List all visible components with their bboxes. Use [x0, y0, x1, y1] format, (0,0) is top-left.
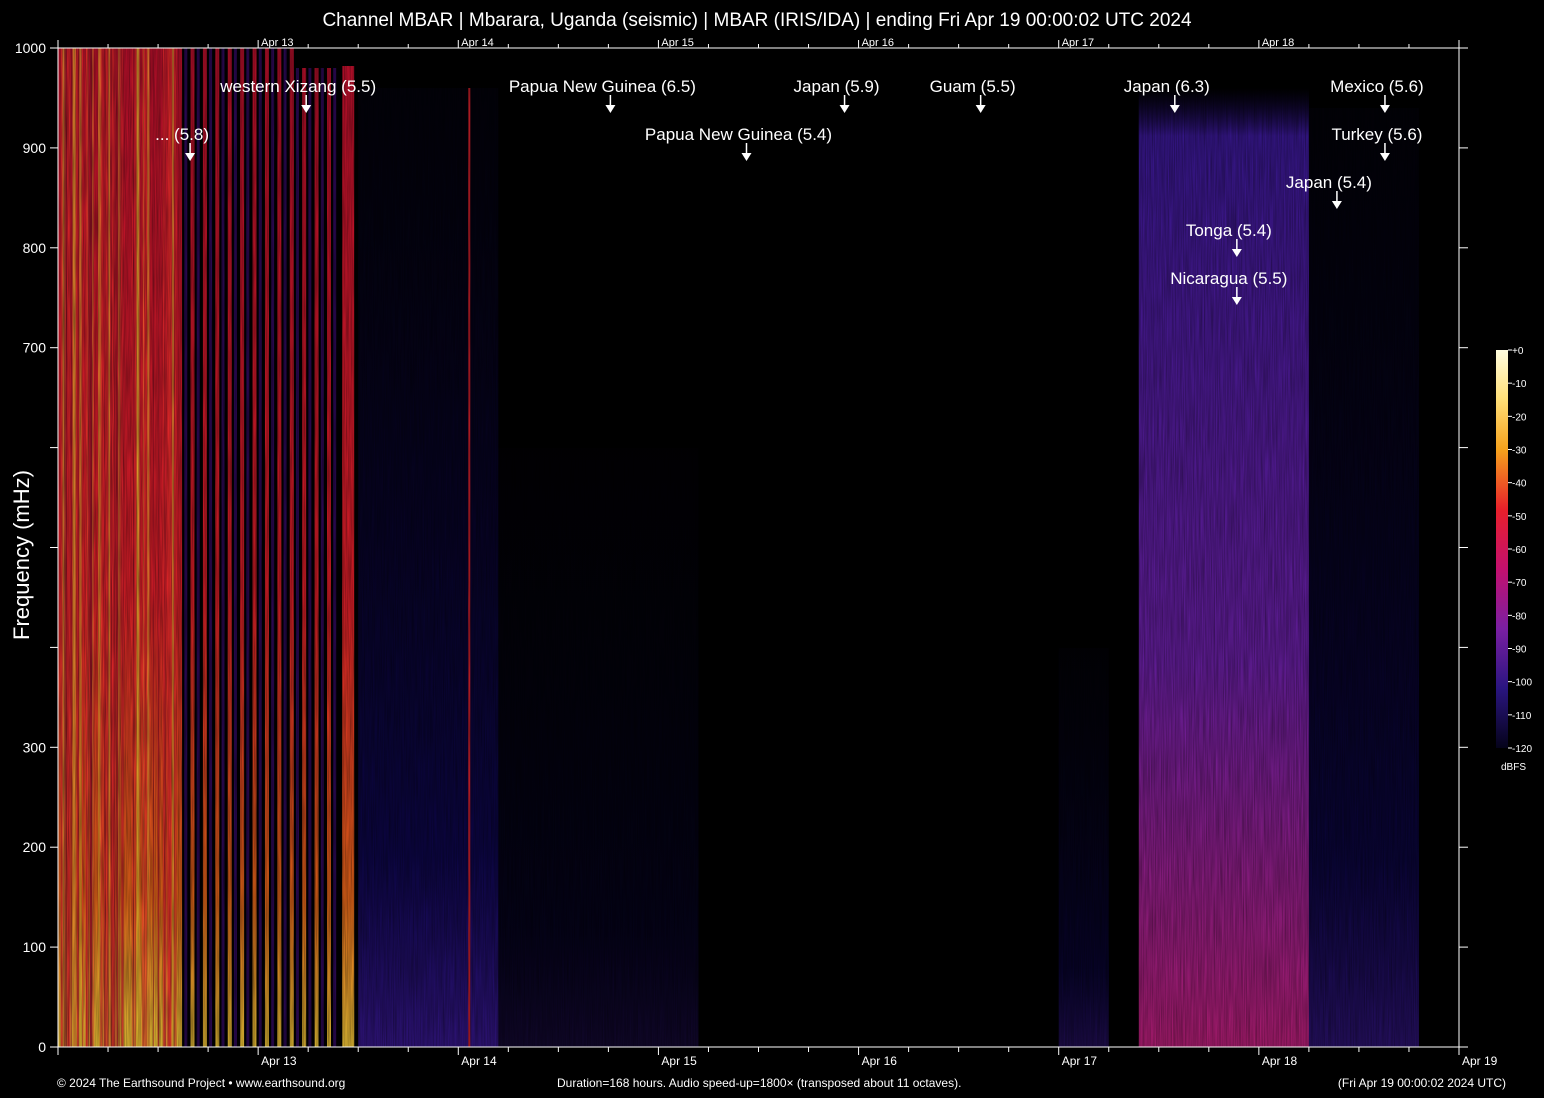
event-label: Nicaragua (5.5) — [1170, 269, 1287, 288]
x-tick-label: Apr 13 — [261, 1054, 297, 1068]
spectrogram-heatmap — [58, 48, 1459, 1047]
y-tick-label: 100 — [23, 939, 47, 955]
event-label: Papua New Guinea (6.5) — [509, 77, 696, 96]
colorbar-tick-label: -50 — [1512, 512, 1527, 523]
event-label: Papua New Guinea (5.4) — [645, 125, 832, 144]
event-label: Tonga (5.4) — [1186, 221, 1272, 240]
x-tick-label: Apr 15 — [661, 1054, 697, 1068]
footer-duration: Duration=168 hours. Audio speed-up=1800×… — [557, 1076, 962, 1090]
event-arrow-head — [839, 105, 850, 113]
event-arrow-head — [975, 105, 986, 113]
x-tick-label: Apr 14 — [461, 1054, 497, 1068]
event-arrow-head — [1379, 105, 1390, 113]
event-label: Japan (5.9) — [794, 77, 880, 96]
x-top-tick-label: Apr 13 — [261, 37, 293, 49]
colorbar-tick-label: -60 — [1512, 545, 1527, 556]
x-tick-label: Apr 16 — [862, 1054, 898, 1068]
event-label: western Xizang (5.5) — [219, 77, 376, 96]
x-tick-label: Apr 19 — [1462, 1054, 1498, 1068]
x-top-tick-label: Apr 16 — [862, 37, 894, 49]
colorbar-gradient — [1496, 350, 1508, 748]
x-top-tick-label: Apr 17 — [1062, 37, 1094, 49]
event-arrow-head — [1169, 105, 1180, 113]
colorbar-tick-label: -100 — [1512, 678, 1532, 689]
axes: Apr 13 Apr 14 Apr 15 Apr 16 Apr 17 Apr 18 Apr … — [15, 37, 1498, 1068]
x-top-tick-label: Apr 15 — [661, 37, 693, 49]
colorbar-tick-label: -120 — [1512, 744, 1532, 755]
colorbar-tick-label: -30 — [1512, 446, 1527, 457]
y-tick-label: 1000 — [15, 40, 46, 56]
event-label: Turkey (5.6) — [1331, 125, 1422, 144]
footer-copyright: © 2024 The Earthsound Project • www.eart… — [57, 1076, 346, 1090]
colorbar-tick-label: -90 — [1512, 645, 1527, 656]
colorbar-tick-label: -40 — [1512, 479, 1527, 490]
y-tick-label: 900 — [23, 140, 47, 156]
colorbar-tick-label: +0 — [1512, 346, 1524, 357]
event-label: Guam (5.5) — [930, 77, 1016, 96]
colorbar: +0 -10 -20 -30 -40 -50 -60 -70 -80 -90 -100 -110 -12… — [1496, 346, 1532, 755]
x-top-tick-label: Apr 14 — [461, 37, 493, 49]
event-label: Japan (6.3) — [1124, 77, 1210, 96]
event-arrow-head — [1231, 297, 1242, 305]
event-arrow-head — [1331, 201, 1342, 209]
x-tick-label: Apr 17 — [1062, 1054, 1098, 1068]
event-arrow-head — [1379, 153, 1390, 161]
event-annotations: western Xizang (5.5) ... (5.8) Papua New G… — [155, 77, 1424, 305]
event-arrow-head — [605, 105, 616, 113]
x-top-tick-label: Apr 18 — [1262, 37, 1294, 49]
event-arrow-head — [301, 105, 312, 113]
y-tick-label: 300 — [23, 739, 47, 755]
colorbar-tick-label: -110 — [1512, 711, 1532, 722]
noise-texture — [58, 48, 1459, 1047]
y-tick-label: 800 — [23, 240, 47, 256]
y-tick-label: 700 — [23, 340, 47, 356]
event-arrow-head — [741, 153, 752, 161]
event-label: Japan (5.4) — [1286, 173, 1372, 192]
event-arrow-head — [1231, 249, 1242, 257]
y-tick-label: 200 — [23, 839, 47, 855]
chart-title: Channel MBAR | Mbarara, Uganda (seismic)… — [322, 10, 1192, 31]
event-label: Mexico (5.6) — [1330, 77, 1424, 96]
colorbar-tick-label: -70 — [1512, 578, 1527, 589]
footer-timestamp: (Fri Apr 19 00:00:02 2024 UTC) — [1337, 1076, 1506, 1090]
event-arrow-head — [185, 153, 196, 161]
x-tick-label: Apr 18 — [1262, 1054, 1298, 1068]
colorbar-tick-label: -10 — [1512, 379, 1527, 390]
colorbar-unit-label: dBFS — [1501, 762, 1527, 773]
y-tick-label: 0 — [38, 1039, 46, 1055]
colorbar-tick-label: -20 — [1512, 412, 1527, 423]
event-label: ... (5.8) — [155, 125, 209, 144]
colorbar-tick-label: -80 — [1512, 611, 1527, 622]
